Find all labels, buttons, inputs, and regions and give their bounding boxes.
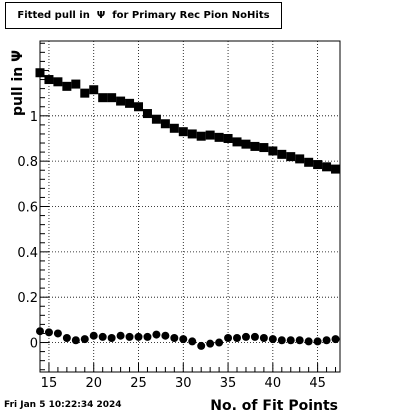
square-point: [134, 102, 144, 112]
square-point: [205, 130, 215, 140]
circle-point: [53, 329, 62, 338]
square-point: [35, 68, 45, 78]
circle-point: [89, 331, 98, 340]
square-point: [53, 77, 63, 87]
square-point: [62, 81, 72, 91]
y-tick-label: 0.2: [17, 291, 38, 306]
y-tick-label: 0.6: [17, 201, 38, 216]
circle-point: [36, 327, 44, 336]
square-point: [322, 162, 332, 172]
square-point: [331, 164, 341, 174]
circle-point: [44, 328, 53, 337]
circle-point: [62, 333, 71, 342]
square-point: [169, 123, 179, 133]
square-point: [142, 109, 152, 119]
circle-point: [116, 331, 125, 340]
x-axis-title: No. of Fit Points: [210, 398, 338, 414]
circle-point: [295, 336, 304, 345]
circle-point: [313, 337, 322, 346]
circle-point: [206, 339, 215, 348]
circle-point: [224, 333, 233, 342]
circle-point: [268, 335, 277, 344]
x-tick-label: 15: [41, 376, 58, 391]
y-tick-label: 0: [30, 337, 38, 352]
circle-point: [241, 332, 250, 341]
square-point: [259, 143, 269, 153]
x-tick-label: 40: [265, 376, 282, 391]
square-point: [125, 98, 135, 108]
x-tick-label: 30: [175, 376, 192, 391]
circle-point: [179, 335, 188, 344]
circle-point: [134, 332, 143, 341]
circle-point: [71, 336, 80, 345]
y-tick-label: 1: [30, 110, 38, 125]
square-point: [223, 133, 233, 143]
chart-title: Fitted pull in Ψ for Primary Rec Pion No…: [17, 10, 270, 21]
axis-ticks: [39, 42, 337, 372]
square-point: [89, 85, 99, 95]
square-point: [313, 160, 323, 170]
circle-point: [250, 332, 259, 341]
title-box: Fitted pull in Ψ for Primary Rec Pion No…: [5, 2, 282, 29]
circle-point: [304, 337, 313, 346]
square-point: [304, 157, 314, 167]
x-tick-label: 45: [309, 376, 326, 391]
circle-point: [259, 333, 268, 342]
square-point: [80, 88, 90, 98]
circle-point: [98, 332, 107, 341]
square-point: [277, 149, 287, 159]
square-point: [107, 93, 117, 103]
circle-point: [331, 335, 340, 344]
square-point: [295, 154, 305, 164]
square-point: [232, 137, 242, 147]
square-point: [178, 127, 188, 137]
square-point: [250, 141, 260, 151]
grid-lines: [40, 41, 340, 372]
circle-point: [161, 331, 170, 340]
circle-point: [197, 341, 206, 350]
square-point: [268, 146, 278, 156]
square-point: [98, 93, 108, 103]
x-tick-label: 25: [130, 376, 147, 391]
square-point: [44, 75, 54, 85]
square-point: [71, 79, 81, 89]
circle-point: [215, 338, 224, 347]
x-tick-label: 20: [85, 376, 102, 391]
square-point: [286, 152, 296, 162]
y-axis-title: pull in Ψ: [10, 50, 26, 116]
circle-point: [80, 335, 89, 344]
data-points: [35, 68, 341, 350]
circle-point: [152, 330, 161, 339]
x-tick-label: 35: [220, 376, 237, 391]
square-point: [116, 96, 126, 106]
timestamp: Fri Jan 5 10:22:34 2024: [4, 400, 122, 410]
square-point: [151, 114, 161, 124]
square-point: [214, 132, 224, 142]
square-point: [196, 131, 206, 141]
square-point: [160, 119, 170, 129]
circle-point: [107, 333, 116, 342]
square-point: [187, 129, 197, 139]
circle-point: [277, 336, 286, 345]
circle-point: [322, 336, 331, 345]
circle-point: [143, 332, 152, 341]
y-tick-label: 0.4: [17, 246, 38, 261]
y-tick-label: 0.8: [17, 155, 38, 170]
circle-point: [188, 337, 197, 346]
tick-labels: 15 20 25 30 35 40 45 0 0.2 0.4 0.6 0.8 1: [17, 110, 326, 391]
square-point: [241, 139, 251, 149]
circle-point: [233, 333, 242, 342]
circle-point: [286, 336, 295, 345]
circle-point: [125, 332, 134, 341]
circle-point: [170, 333, 179, 342]
